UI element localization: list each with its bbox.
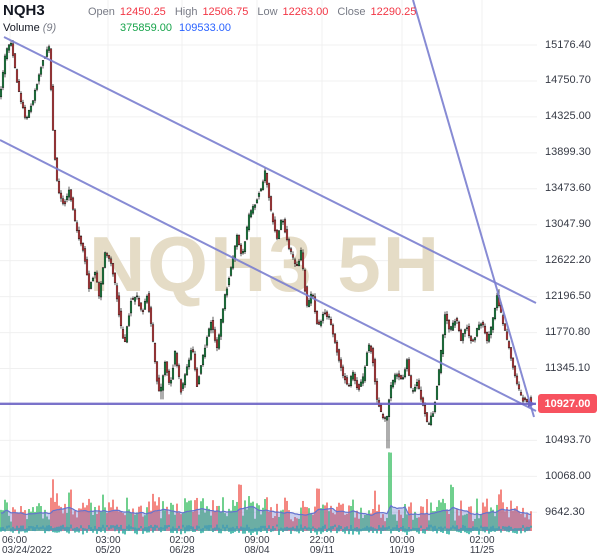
last-price-value: 10927.00 [544, 397, 591, 410]
time-tick-label: 02:00 06/28 [169, 535, 195, 556]
trendline-lower-channel[interactable] [0, 139, 537, 412]
time-tick-label: 00:00 10/19 [389, 535, 415, 556]
price-tick-label: 11345.10 [545, 362, 591, 374]
price-tick-label: 14750.70 [545, 74, 591, 87]
low-label: Low [257, 6, 278, 18]
legend: NQH3 Open 12450.25 High 12506.75 Low 122… [3, 2, 425, 36]
open-value: 12450.25 [119, 6, 166, 18]
price-axis[interactable]: 15176.40 14750.70 14325.00 13899.30 13473.60… [537, 0, 600, 535]
volume-ma-area [1, 505, 531, 531]
price-tick-label: 15176.40 [545, 38, 591, 51]
time-axis[interactable]: 06:00 03/24/2022 03:00 05/20 02:00 06/28 09:00… [0, 535, 600, 558]
trendline-steep[interactable] [412, 0, 535, 418]
volume-indicator-label[interactable]: Volume [3, 22, 40, 34]
time-tick-label: 22:00 09/11 [309, 535, 335, 556]
candles-layer [0, 40, 533, 449]
time-tick-label: 09:00 08/04 [244, 535, 270, 556]
price-tick-label: 13473.60 [545, 182, 591, 195]
close-value: 12290.25 [370, 6, 417, 18]
low-value: 12263.00 [282, 6, 329, 18]
volume-baseline-layer [0, 524, 532, 536]
last-price-label: 10927.00 [538, 394, 597, 414]
trendline-upper-channel[interactable] [3, 36, 537, 304]
price-tick-label: 12622.20 [545, 254, 591, 267]
price-tick-label: 11770.80 [545, 326, 591, 339]
high-label: High [174, 6, 198, 18]
price-tick-label: 9642.30 [545, 505, 585, 518]
volume-ma-value: 109533.00 [179, 22, 231, 34]
price-tick-label: 10493.70 [545, 433, 591, 446]
time-tick-label: 03:00 05/20 [95, 535, 121, 556]
volume-ma-period: (9) [42, 22, 57, 34]
volume-ma-line [0, 504, 531, 517]
price-tick-label: 13899.30 [545, 146, 591, 159]
level-line-arrow-icon [528, 400, 536, 408]
price-tick-label: 13047.90 [545, 218, 591, 231]
close-label: Close [337, 6, 366, 18]
price-tick-label: 14325.00 [545, 110, 591, 123]
volume-row: Volume (9) 375859.00 109533.00 [3, 22, 425, 36]
time-tick-label: 06:00 03/24/2022 [2, 535, 53, 556]
time-tick-label: 02:00 11/25 [469, 535, 495, 556]
open-label: Open [88, 6, 115, 18]
ohlc-row: NQH3 Open 12450.25 High 12506.75 Low 122… [3, 2, 425, 19]
symbol-name[interactable]: NQH3 [3, 2, 45, 19]
watermark: NQH3 5H [89, 220, 441, 308]
price-tick-label: 10068.00 [545, 469, 591, 482]
high-value: 12506.75 [202, 6, 249, 18]
price-tick-label: 12196.50 [545, 290, 591, 303]
volume-layer [0, 452, 532, 531]
volume-value: 375859.00 [120, 22, 172, 34]
